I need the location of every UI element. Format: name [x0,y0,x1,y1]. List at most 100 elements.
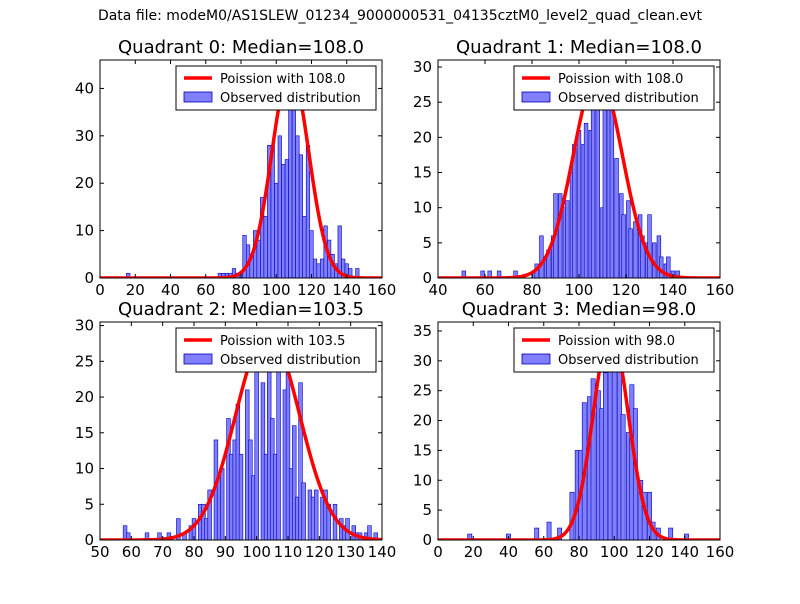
x-tick-label: 160 [706,281,735,299]
x-tick-label: 60 [122,543,141,561]
y-tick-label: 5 [84,495,94,513]
y-tick-label: 20 [75,174,94,192]
histogram-bar [611,348,617,540]
y-tick-label: 15 [413,164,432,182]
y-tick-label: 20 [413,412,432,430]
x-tick-label: 90 [216,543,235,561]
quadrant-3-axes: 0 20 40 60 80 100 120 140 160 0 5 10 15 20 25 30 35 Quadr… [413,299,734,561]
histogram-bar [314,489,319,540]
histogram-bar [576,130,582,278]
quadrant-1-legend: Poission with 108.0 Observed distribution [513,65,715,111]
histogram-bar [238,453,244,540]
histogram-bar [659,256,664,278]
quadrant-0-bars [126,88,360,278]
y-tick-label: 25 [75,352,94,370]
y-tick-label: 25 [413,382,432,400]
histogram-bar [534,527,540,540]
histogram-bar [220,468,225,540]
histogram-bar [301,482,306,540]
y-tick-label: 5 [422,501,432,519]
histogram-bar [277,135,282,278]
x-tick-label: 120 [635,543,664,561]
y-tick-label: 10 [75,222,94,240]
histogram-bar [513,270,518,278]
histogram-bar [647,214,652,278]
x-tick-label: 110 [274,543,303,561]
y-tick-label: 10 [413,471,432,489]
histogram-bar [614,158,619,278]
y-tick-label: 10 [75,460,94,478]
x-tick-label: 100 [262,281,291,299]
y-tick-label: 5 [422,234,432,252]
histogram-bar [291,88,296,278]
quadrant-0-axes: 0 20 40 60 80 100 120 140 160 0 10 20 30 40 Quadrant 0… [75,37,396,299]
histogram-bar [292,425,297,540]
histogram-bar [609,108,615,278]
y-tick-label: 40 [75,79,94,97]
x-tick-label: 60 [475,281,494,299]
x-tick-label: 20 [464,543,483,561]
x-tick-label: 140 [659,281,688,299]
histogram-bar [633,221,638,278]
histogram-bar [207,489,212,540]
histogram-bar [302,216,307,278]
quadrant-2-frame [99,321,383,541]
histogram-bar [583,122,589,278]
histogram-bar [628,228,633,278]
histogram-bar [621,214,626,278]
x-tick-label: 140 [368,543,397,561]
histogram-bar [298,154,303,278]
histogram-bar [276,361,281,540]
x-tick-label: 40 [499,543,518,561]
y-tick-label: 30 [75,317,94,335]
y-tick-label: 25 [413,93,432,111]
x-tick-label: 100 [565,281,594,299]
x-tick-label: 60 [534,543,553,561]
histogram-bar [565,200,570,278]
legend-bar-label: Observed distribution [220,353,361,368]
legend-bar-swatch [521,91,551,103]
x-tick-label: 140 [332,281,361,299]
y-tick-label: 30 [413,352,432,370]
legend-bar-label: Observed distribution [558,353,699,368]
quadrant-2-legend: Poission with 103.5 Observed distribution [175,327,377,373]
y-tick-label: 0 [84,269,94,287]
legend-bar-swatch [183,91,213,103]
histogram-bar [316,263,321,278]
quadrant-1-axes: 40 60 80 100 120 140 160 0 5 10 15 20 25 30 Quadrant 1… [413,37,734,299]
histogram-bar [558,193,563,278]
x-tick-label: 120 [297,281,326,299]
x-tick-label: 0 [95,281,105,299]
legend-curve-label: Poission with 108.0 [558,72,683,87]
y-tick-label: 20 [413,128,432,146]
histogram-bar [256,239,261,278]
histogram-bar [590,108,596,278]
histogram-bar [595,87,600,278]
figure-suptitle: Data file: modeM0/AS1SLEW_01234_90000005… [97,8,703,24]
y-tick-label: 30 [413,58,432,76]
y-tick-label: 0 [422,269,432,287]
legend-curve-label: Poission with 98.0 [558,334,675,349]
histogram-bar [254,346,259,540]
histogram-bar [546,521,552,540]
legend-box [513,327,715,373]
quadrant-0-legend: Poission with 108.0 Observed distribution [175,65,377,111]
histogram-bar [263,216,268,278]
x-tick-label: 120 [305,543,334,561]
y-tick-label: 15 [413,441,432,459]
quadrant-3-legend: Poission with 98.0 Observed distribution [513,327,715,373]
legend-box [513,65,715,111]
histogram-bar [461,270,467,278]
legend-curve-label: Poission with 103.5 [220,334,345,349]
y-tick-label: 0 [84,531,94,549]
histogram-bar [320,258,325,278]
y-tick-label: 15 [75,424,94,442]
histogram-bar [284,159,289,278]
histogram-bar [603,372,608,540]
histogram-bar [312,258,318,278]
x-tick-label: 100 [242,543,271,561]
histogram-bar [496,270,502,278]
histogram-bar [367,525,372,540]
legend-bar-swatch [521,353,551,365]
